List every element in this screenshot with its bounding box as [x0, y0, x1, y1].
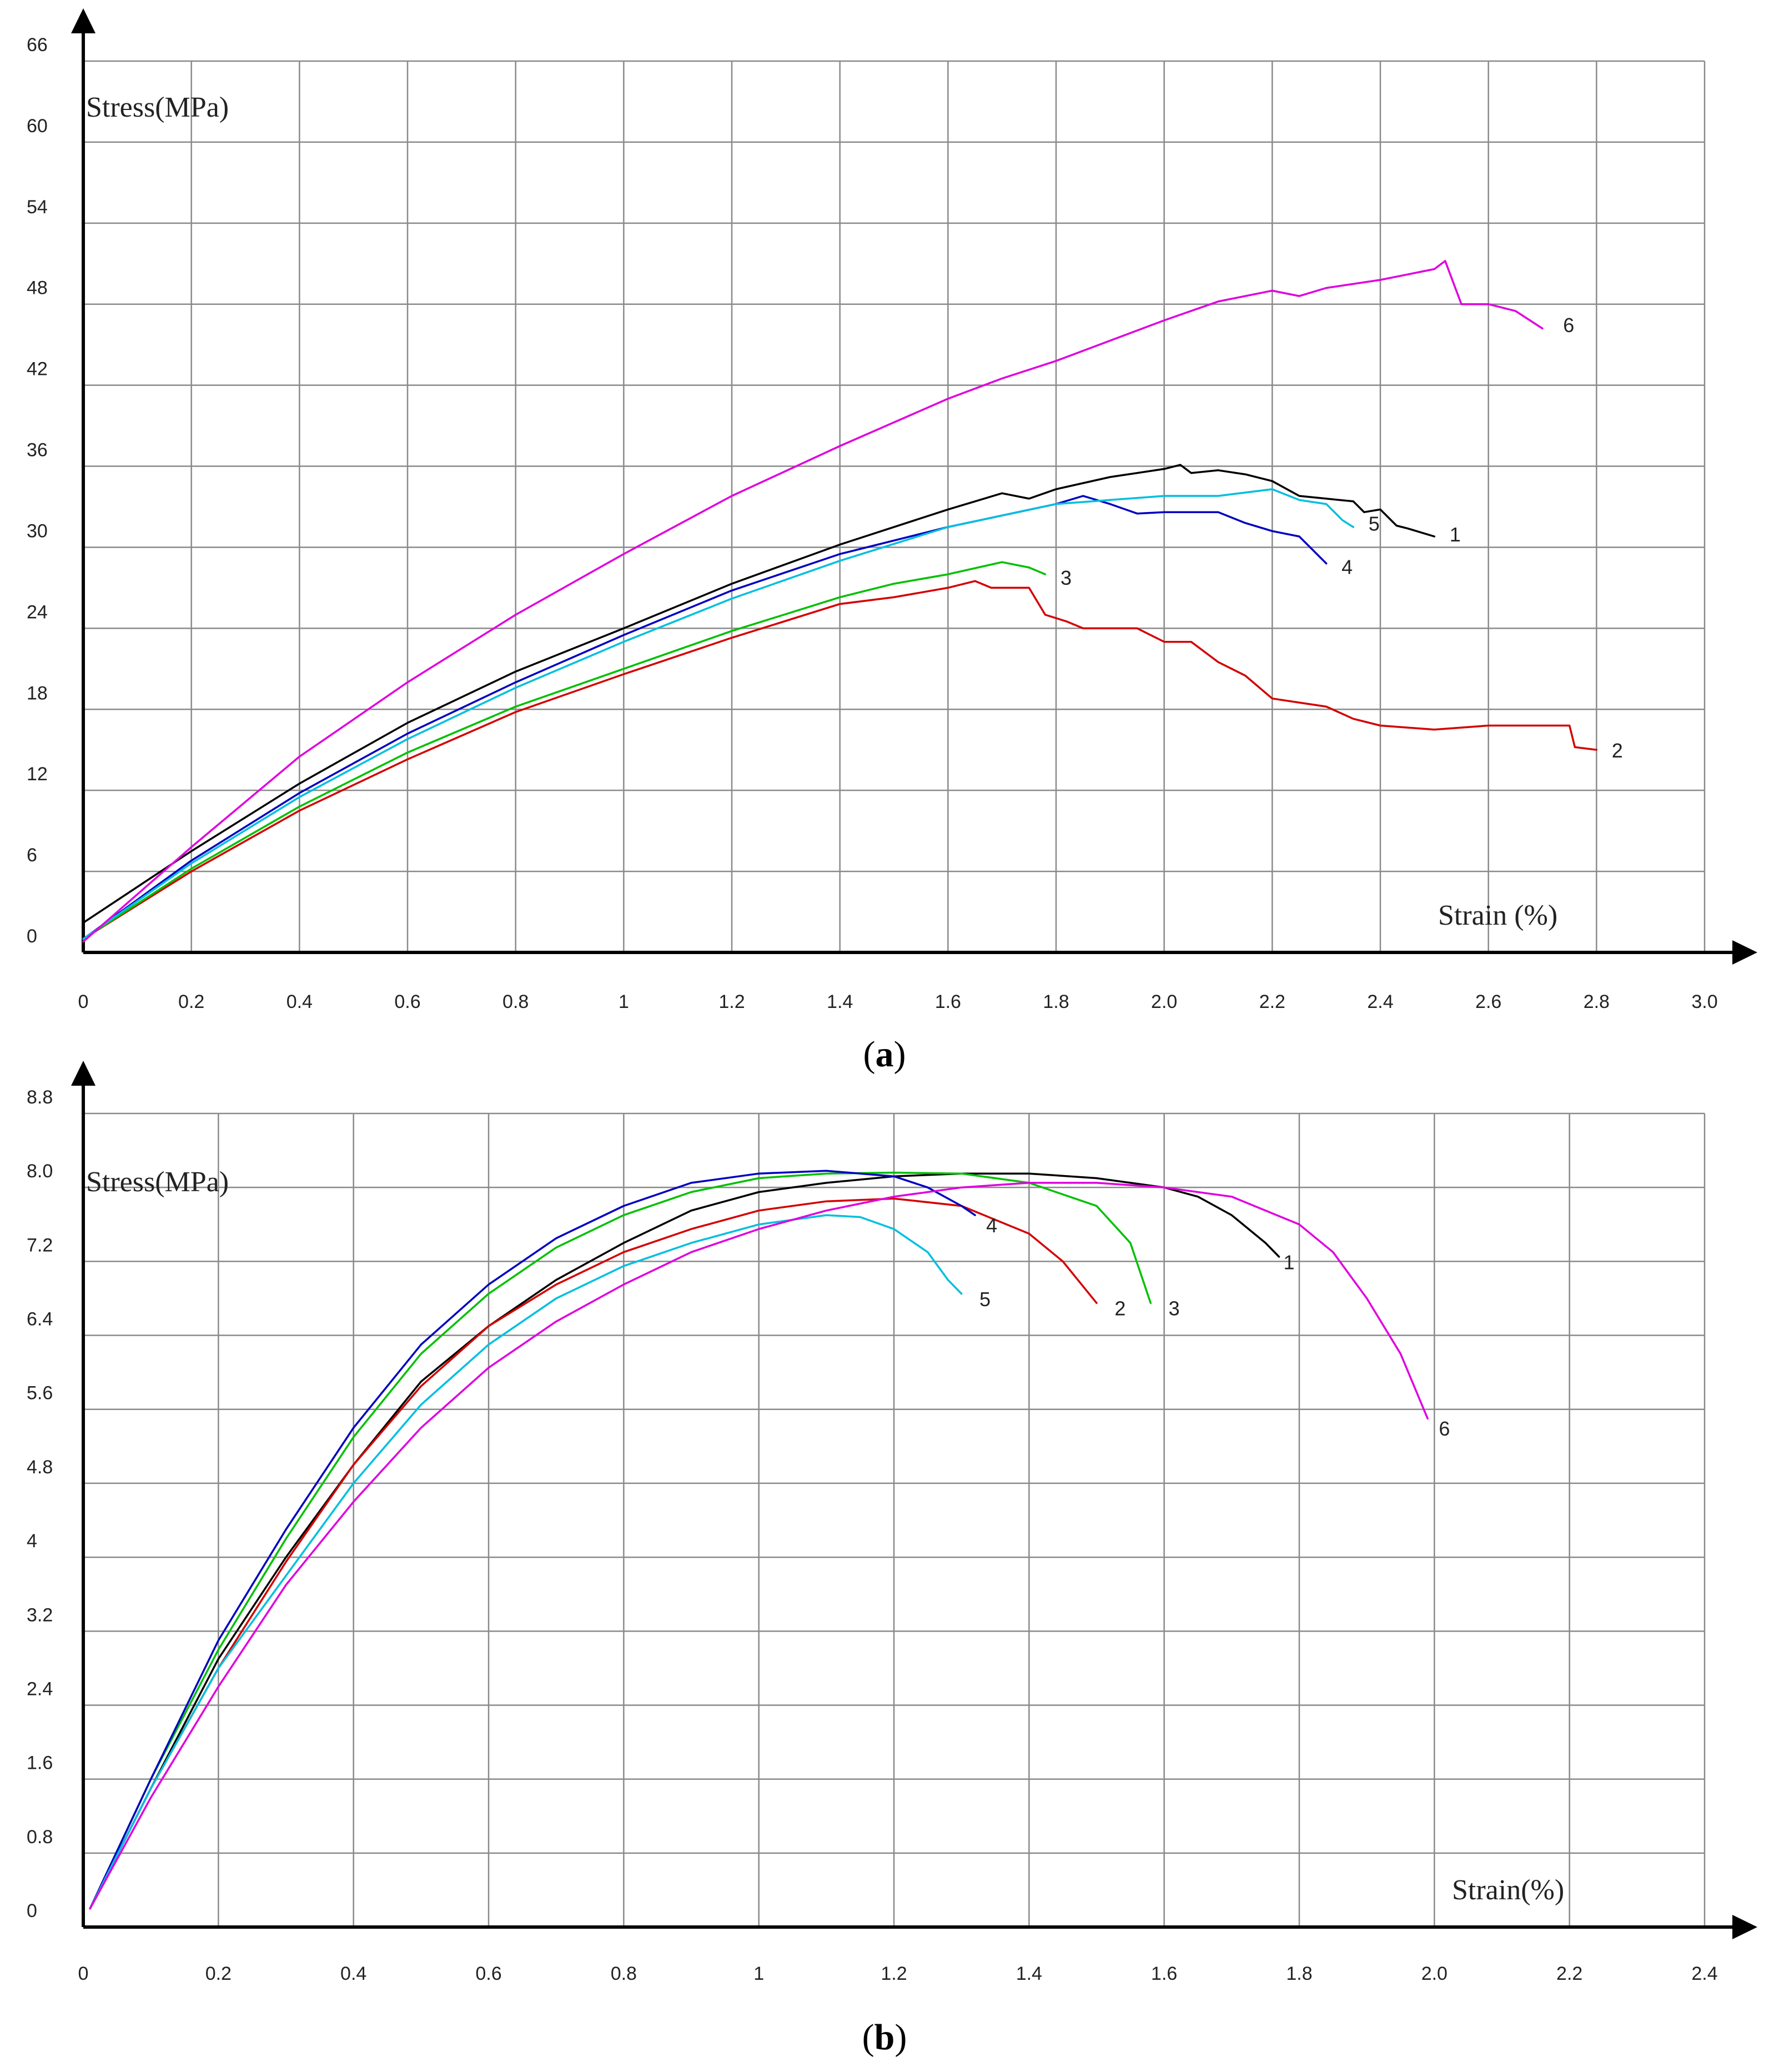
y-tick-label: 12: [27, 764, 48, 785]
x-tick-label: 1.6: [1151, 1963, 1177, 1984]
x-tick-label: 0: [78, 1963, 89, 1984]
x-tick-label: 0.6: [394, 991, 420, 1012]
x-tick-label: 2.4: [1367, 991, 1393, 1012]
series-line-4: [82, 495, 1328, 940]
series-label-2: 2: [1114, 1297, 1125, 1320]
y-tick-label: 1.6: [27, 1753, 53, 1774]
y-tick-label: 8.8: [27, 1087, 53, 1108]
x-tick-label: 2.0: [1421, 1963, 1448, 1984]
x-tick-label: 2.2: [1259, 991, 1285, 1012]
y-axis-title: Stress(MPa): [86, 92, 229, 123]
x-tick-label: 0.8: [502, 991, 529, 1012]
caption-open-paren: (: [862, 2017, 875, 2058]
caption-close-paren: ): [894, 2017, 907, 2058]
y-tick-label: 8.0: [27, 1161, 53, 1182]
x-tick-label: 0.2: [205, 1963, 232, 1984]
caption-open-paren: (: [863, 1034, 876, 1075]
series-label-1: 1: [1450, 523, 1461, 546]
y-axis-arrow: [71, 1061, 96, 1086]
y-tick-label: 4: [27, 1531, 37, 1552]
series-label-6: 6: [1439, 1417, 1450, 1440]
x-tick-label: 1: [619, 991, 629, 1012]
x-tick-label: 1.4: [1016, 1963, 1042, 1984]
y-tick-label: 2.4: [27, 1678, 53, 1699]
series-label-2: 2: [1612, 739, 1623, 762]
y-tick-label: 0: [27, 926, 37, 947]
series-line-5: [89, 1214, 963, 1910]
series-line-2: [82, 580, 1598, 940]
caption-letter: b: [875, 2017, 895, 2058]
series-label-5: 5: [1369, 513, 1380, 535]
x-tick-label: 1.2: [881, 1963, 907, 1984]
x-tick-label: 1: [753, 1963, 764, 1984]
x-tick-label: 0.6: [475, 1963, 501, 1984]
series-label-4: 4: [986, 1214, 997, 1237]
x-tick-label: 3.0: [1691, 991, 1717, 1012]
series-line-1: [82, 464, 1436, 924]
y-tick-label: 6: [27, 845, 37, 866]
series-label-3: 3: [1169, 1297, 1180, 1320]
y-tick-label: 36: [27, 440, 48, 461]
y-tick-label: 0.8: [27, 1827, 53, 1848]
x-tick-label: 2.4: [1691, 1963, 1717, 1984]
x-axis-arrow: [1732, 1915, 1757, 1939]
y-tick-label: 66: [27, 34, 48, 56]
x-tick-label: 2.0: [1151, 991, 1177, 1012]
series-line-4: [89, 1170, 976, 1910]
series-label-6: 6: [1563, 314, 1574, 337]
x-axis-title: Strain(%): [1452, 1874, 1564, 1906]
panel-caption: (a): [863, 1034, 906, 1075]
x-tick-label: 1.4: [827, 991, 853, 1012]
series-line-1: [89, 1172, 1280, 1910]
y-tick-label: 18: [27, 683, 48, 704]
caption-close-paren: ): [894, 1034, 906, 1075]
x-tick-label: 2.8: [1584, 991, 1610, 1012]
panel-caption: (b): [862, 2017, 907, 2058]
x-tick-label: 0.4: [287, 991, 313, 1012]
x-axis-title: Strain (%): [1438, 900, 1557, 931]
y-axis-title: Stress(MPa): [86, 1166, 229, 1198]
chart-panel-b: 0 0.8 1.6 2.4 3.2 4 4.8 5.6 6.4 7.2 8.0 8.8 0 0.2 0.4 0…: [27, 1061, 1757, 2058]
y-axis-arrow: [71, 8, 96, 33]
series-line-6: [82, 260, 1544, 943]
x-tick-label: 0.4: [340, 1963, 366, 1984]
series-label-5: 5: [979, 1288, 991, 1311]
y-tick-label: 5.6: [27, 1383, 53, 1404]
series-label-1: 1: [1284, 1251, 1295, 1273]
x-tick-label: 0.2: [178, 991, 204, 1012]
series-label-4: 4: [1341, 556, 1353, 579]
y-tick-label: 60: [27, 116, 48, 137]
y-tick-label: 42: [27, 359, 48, 380]
x-tick-label: 1.6: [935, 991, 961, 1012]
series-label-3: 3: [1061, 566, 1072, 589]
x-tick-label: 1.8: [1043, 991, 1069, 1012]
y-tick-label: 48: [27, 278, 48, 299]
x-tick-label: 0.8: [611, 1963, 637, 1984]
x-tick-label: 1.2: [718, 991, 745, 1012]
caption-letter: a: [876, 1034, 894, 1075]
y-tick-label: 3.2: [27, 1604, 53, 1626]
x-tick-label: 2.2: [1556, 1963, 1582, 1984]
series-line-6: [89, 1182, 1429, 1910]
y-tick-label: 30: [27, 520, 48, 541]
y-tick-label: 7.2: [27, 1235, 53, 1256]
y-tick-label: 54: [27, 197, 48, 218]
series-line-3: [82, 561, 1047, 940]
x-tick-label: 1.8: [1286, 1963, 1312, 1984]
x-tick-label: 2.6: [1475, 991, 1501, 1012]
series-line-2: [89, 1197, 1098, 1910]
x-tick-label: 0: [78, 991, 89, 1012]
x-axis-arrow: [1732, 940, 1757, 965]
y-tick-label: 6.4: [27, 1309, 53, 1330]
y-tick-label: 4.8: [27, 1457, 53, 1478]
series-line-3: [89, 1171, 1152, 1910]
y-tick-label: 0: [27, 1900, 37, 1922]
y-tick-label: 24: [27, 601, 48, 623]
series-line-5: [82, 488, 1355, 940]
